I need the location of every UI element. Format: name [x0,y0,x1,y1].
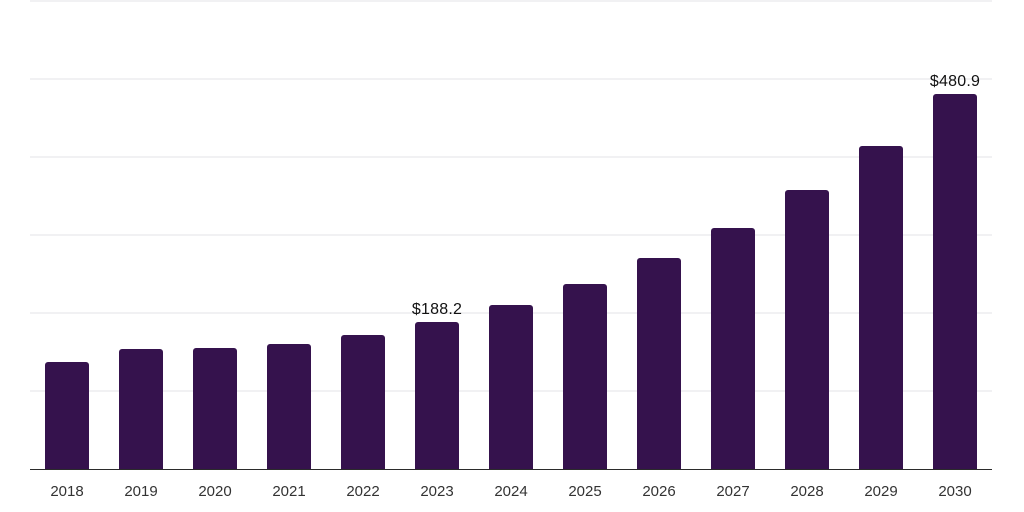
band-2027 [696,1,770,469]
band-2029 [844,1,918,469]
bar-2023: $188.2 [412,301,462,469]
band-2026 [622,1,696,469]
value-label-2030: $480.9 [929,72,981,90]
band-2020 [178,1,252,469]
bar-2028 [785,189,829,469]
band-2028 [770,1,844,469]
bar-2029 [859,145,903,469]
bar-2022 [341,335,385,469]
band-2018 [30,1,104,469]
x-tick-2025: 2025 [568,483,602,500]
band-2023: $188.2 [400,1,474,469]
x-tick-2019: 2019 [124,483,158,500]
x-tick-2026: 2026 [642,483,676,500]
gridline-600 [30,0,992,2]
x-axis: 2018 2019 2020 2021 2022 2023 2024 2025 2026 2027… [30,471,992,512]
x-tick-2027: 2027 [716,483,750,500]
bar-2026 [637,258,681,469]
x-tick-2030: 2030 [938,483,972,500]
band-2019 [104,1,178,469]
x-tick-2023: 2023 [420,483,454,500]
band-2022 [326,1,400,469]
x-tick-2022: 2022 [346,483,380,500]
band-2021 [252,1,326,469]
plot-area: $188.2 $480.9 [30,0,992,470]
gridline-500 [30,78,992,80]
x-tick-2018: 2018 [50,483,84,500]
bar-2030: $480.9 [930,73,980,469]
gridline-400 [30,156,992,159]
bar-2021 [267,344,311,469]
bar-2019 [119,349,163,469]
bar-2024 [489,305,533,469]
bar-2020 [193,348,237,469]
band-2025 [548,1,622,469]
bar-2027 [711,227,755,469]
bars-container: $188.2 $480.9 [30,1,992,469]
x-tick-2029: 2029 [864,483,898,500]
value-label-2023: $188.2 [411,301,463,319]
band-2030: $480.9 [918,1,992,469]
bar-2018 [45,362,89,469]
gridline-300 [30,234,992,236]
x-tick-2028: 2028 [790,483,824,500]
bar-2025 [563,284,607,469]
x-tick-2020: 2020 [198,483,232,500]
x-tick-2021: 2021 [272,483,306,500]
band-2024 [474,1,548,469]
x-tick-2024: 2024 [494,483,528,500]
